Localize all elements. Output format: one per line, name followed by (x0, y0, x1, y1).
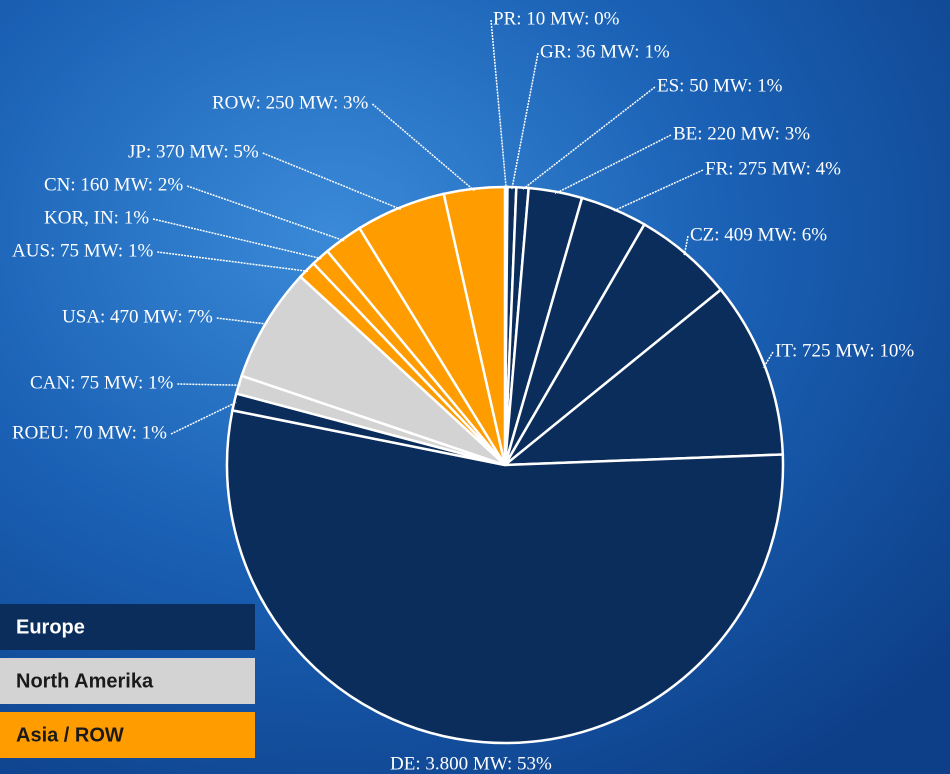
legend-swatch (0, 604, 255, 650)
slice-label: IT: 725 MW: 10% (775, 340, 914, 361)
leader-line (683, 235, 689, 256)
leader-line (521, 86, 656, 191)
slice-label: DE: 3.800 MW: 53% (390, 753, 552, 774)
slice-label: ES: 50 MW: 1% (657, 75, 783, 96)
pie-slice (442, 185, 507, 466)
pie-slice (240, 274, 506, 467)
slice-label: CN: 160 MW: 2% (44, 174, 183, 195)
leader-line (152, 218, 322, 260)
leader-line (186, 185, 345, 242)
legend-swatch (0, 658, 255, 704)
pie-slice (501, 287, 785, 467)
legend-label: Asia / ROW (16, 724, 124, 746)
slice-label: ROW: 250 MW: 3% (212, 92, 369, 113)
leader-line (262, 152, 402, 211)
slice-label: FR: 275 MW: 4% (705, 158, 841, 179)
slice-label: JP: 370 MW: 5% (128, 141, 259, 162)
slice-label: BE: 220 MW: 3% (673, 123, 810, 144)
legend-label: North Amerika (16, 670, 154, 692)
leader-line (511, 52, 539, 190)
leader-line (612, 169, 704, 212)
legend-label: Europe (16, 616, 85, 638)
leader-line (762, 351, 774, 369)
slice-label: CAN: 75 MW: 1% (30, 372, 174, 393)
slice-label: PR: 10 MW: 0% (493, 8, 620, 29)
leader-line (157, 251, 309, 273)
pie-slice (225, 408, 785, 745)
leader-line (371, 103, 475, 192)
slice-label: GR: 36 MW: 1% (540, 41, 670, 62)
slice-label: ROEU: 70 MW: 1% (12, 422, 167, 443)
leader-line (216, 317, 268, 325)
slice-label: KOR, IN: 1% (44, 207, 149, 228)
slice-label: AUS: 75 MW: 1% (12, 240, 153, 261)
slice-label: USA: 470 MW: 7% (62, 306, 213, 327)
leader-line (554, 134, 672, 195)
leader-line (170, 401, 237, 435)
legend-swatch (0, 712, 255, 758)
slice-label: CZ: 409 MW: 6% (690, 224, 827, 245)
leader-line (177, 383, 241, 386)
leader-line (490, 19, 507, 190)
